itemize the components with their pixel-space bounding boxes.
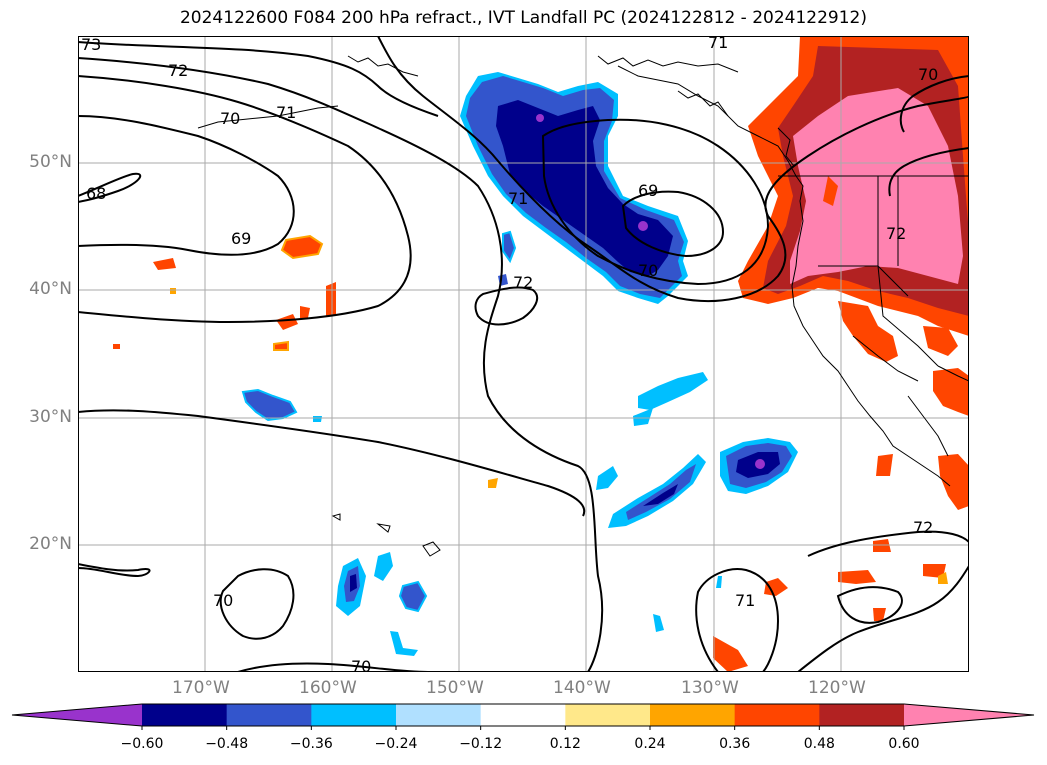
contour-label-group: 73 72 70 71 68 69 71 72 69 70 71 70 72 7… — [81, 36, 938, 672]
colorbar-segment — [226, 704, 312, 726]
positive-anomaly-shading — [113, 36, 969, 672]
contour-label: 72 — [886, 224, 906, 243]
lon-label-130w: 130°W — [681, 678, 739, 698]
lat-label-20n: 20°N — [29, 534, 72, 554]
colorbar-segment — [142, 704, 228, 726]
colorbar-segment — [819, 704, 905, 726]
colorbar-tick-label: −0.12 — [459, 736, 502, 752]
lon-label-170w: 170°W — [172, 678, 230, 698]
contour-label: 68 — [86, 184, 106, 203]
colorbar-extend-low — [12, 704, 142, 726]
contour-label: 69 — [638, 181, 658, 200]
lon-label-150w: 150°W — [426, 678, 484, 698]
colorbar-tick-label: 0.24 — [634, 736, 665, 752]
map-title: 2024122600 F084 200 hPa refract., IVT La… — [179, 8, 867, 28]
colorbar-segment — [480, 704, 566, 726]
coastlines — [197, 55, 969, 557]
contour-label: 69 — [231, 229, 251, 248]
contour-label: 72 — [513, 273, 533, 292]
contour-label: 71 — [708, 36, 728, 52]
contour-label: 73 — [81, 36, 101, 54]
colorbar-segment — [565, 704, 651, 726]
colorbar: −0.60 −0.48 −0.36 −0.24 −0.12 0.12 0.24 0.36 0.4… — [11, 703, 1035, 752]
contour-label: 71 — [276, 103, 296, 122]
colorbar-tick-label: 0.48 — [804, 736, 835, 752]
colorbar-tick-label: 0.60 — [888, 736, 919, 752]
colorbar-tick-label: −0.36 — [290, 736, 333, 752]
latitude-labels: 50°N 40°N 30°N 20°N — [0, 0, 78, 700]
colorbar-tick-label: 0.12 — [550, 736, 581, 752]
colorbar-tick-label: −0.48 — [205, 736, 248, 752]
colorbar-tick-label: −0.60 — [121, 736, 164, 752]
contour-label: 70 — [213, 591, 233, 610]
colorbar-segment — [311, 704, 397, 726]
colorbar-extend-high — [904, 704, 1034, 726]
contour-label: 70 — [351, 657, 371, 672]
lat-label-50n: 50°N — [29, 152, 72, 172]
colorbar-segments — [11, 703, 1035, 727]
colorbar-ticks: −0.60 −0.48 −0.36 −0.24 −0.12 0.12 0.24 0.36 0.4… — [121, 726, 920, 752]
colorbar-tick-label: 0.36 — [719, 736, 750, 752]
contour-label: 70 — [220, 109, 240, 128]
contour-lines — [78, 36, 969, 672]
contour-label: 72 — [913, 518, 933, 537]
map-frame — [78, 36, 969, 672]
lon-label-120w: 120°W — [808, 678, 866, 698]
map-panel: 73 72 70 71 68 69 71 72 69 70 71 70 72 7… — [78, 36, 969, 672]
contour-label: 71 — [735, 591, 755, 610]
contour-label: 71 — [508, 189, 528, 208]
contour-label: 70 — [638, 261, 658, 280]
contour-label: 70 — [918, 65, 938, 84]
colorbar-segment — [396, 704, 482, 726]
longitude-labels: 170°W 160°W 150°W 140°W 130°W 120°W — [0, 678, 1047, 702]
colorbar-segment — [734, 704, 820, 726]
lon-label-160w: 160°W — [299, 678, 357, 698]
negative-anomaly-shading — [241, 72, 798, 656]
lat-label-30n: 30°N — [29, 407, 72, 427]
lon-label-140w: 140°W — [553, 678, 611, 698]
lat-label-40n: 40°N — [29, 279, 72, 299]
map-gridlines — [78, 36, 969, 672]
contour-label: 72 — [168, 61, 188, 80]
colorbar-segment — [650, 704, 736, 726]
colorbar-tick-label: −0.24 — [375, 736, 418, 752]
